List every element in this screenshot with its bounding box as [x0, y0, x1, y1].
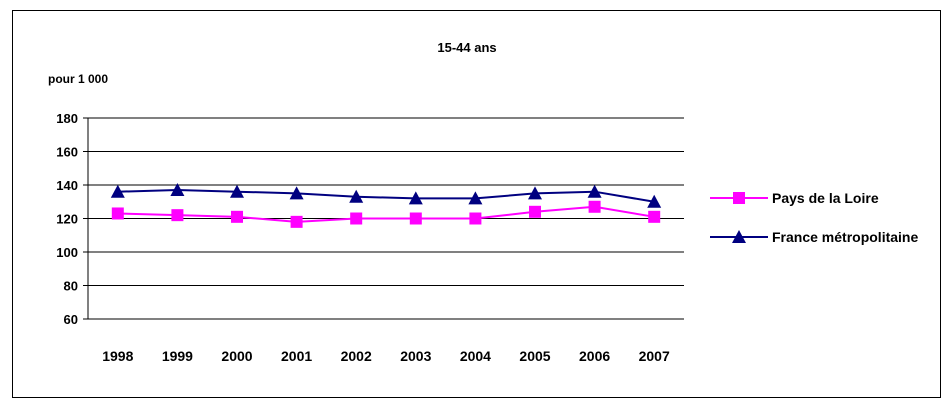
data-point-triangle — [408, 191, 423, 205]
data-point-square — [231, 210, 243, 223]
data-point-triangle — [230, 184, 244, 198]
data-point-triangle — [587, 184, 602, 198]
legend-marker-square — [733, 192, 745, 204]
x-tick-label: 1998 — [102, 348, 133, 364]
data-point-square — [588, 200, 601, 213]
x-tick-label: 2006 — [579, 348, 610, 364]
x-tick-label: 2000 — [221, 348, 252, 364]
data-point-triangle — [110, 184, 125, 198]
data-point-square — [409, 212, 422, 225]
data-point-triangle — [528, 186, 542, 200]
y-tick-label: 120 — [56, 212, 78, 227]
x-tick-label: 2007 — [639, 348, 670, 364]
y-tick-label: 100 — [56, 245, 78, 260]
data-point-square — [171, 209, 184, 222]
grid-layer — [88, 117, 684, 320]
x-tick-label: 2005 — [519, 348, 550, 364]
y-tick-label: 180 — [56, 111, 78, 126]
y-tick-label: 80 — [64, 279, 78, 294]
legend-layer: Pays de la Loire France métropolitaine — [710, 190, 918, 245]
data-point-triangle — [468, 191, 483, 205]
data-point-square — [350, 212, 363, 225]
data-point-triangle — [349, 189, 364, 203]
data-point-square — [469, 212, 482, 225]
axis-layer: 60 80 100 120 140 160 180 1998 1999 2000 2001 2002 2… — [56, 111, 670, 364]
series-line-0 — [117, 205, 655, 223]
x-tick-label: 2002 — [341, 348, 372, 364]
x-tick-label: 2004 — [460, 348, 491, 364]
series-layer — [110, 183, 662, 228]
data-point-square — [529, 205, 541, 218]
y-axis-label: pour 1 000 — [48, 72, 108, 86]
chart-title: 15-44 ans — [437, 40, 496, 55]
y-tick-label: 140 — [56, 178, 78, 193]
legend-marker-triangle — [732, 230, 746, 243]
x-tick-label: 2003 — [400, 348, 431, 364]
legend-label[interactable]: France métropolitaine — [772, 229, 918, 245]
y-tick-label: 60 — [64, 312, 78, 327]
data-point-square — [111, 207, 124, 220]
data-point-square — [290, 215, 303, 228]
x-tick-label: 1999 — [162, 348, 193, 364]
x-tick-label: 2001 — [281, 348, 312, 364]
data-point-square — [648, 210, 661, 223]
legend-label[interactable]: Pays de la Loire — [772, 190, 879, 206]
y-tick-label: 160 — [56, 145, 78, 160]
data-point-triangle — [170, 183, 185, 197]
data-point-triangle — [647, 194, 662, 208]
series-line-1 — [117, 189, 655, 203]
data-point-triangle — [289, 186, 304, 200]
